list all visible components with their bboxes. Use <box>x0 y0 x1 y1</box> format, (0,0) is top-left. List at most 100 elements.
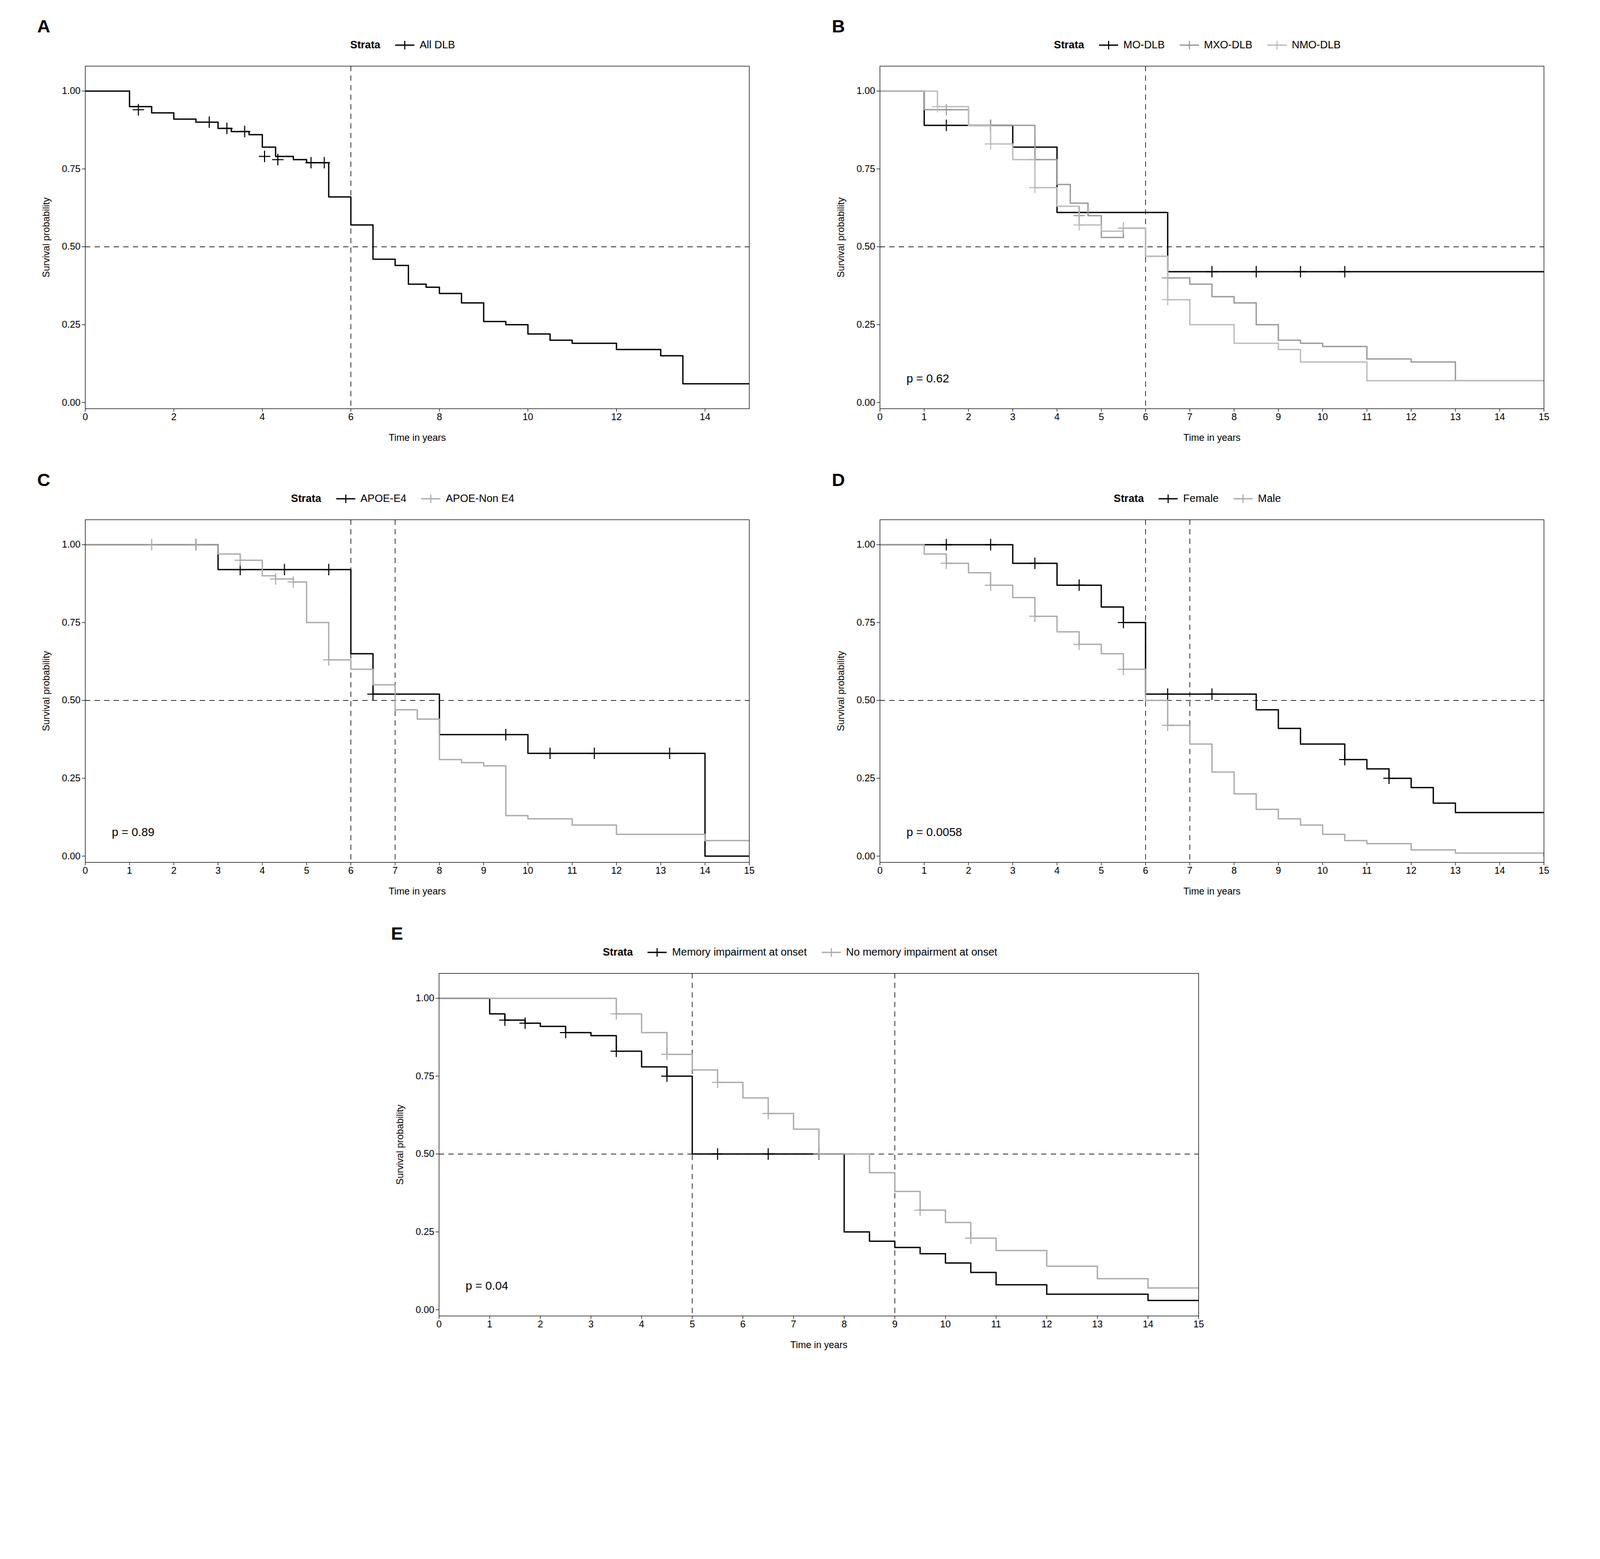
svg-text:1: 1 <box>487 1318 493 1330</box>
svg-text:0.50: 0.50 <box>61 694 81 706</box>
svg-text:14: 14 <box>1494 411 1505 423</box>
svg-text:5: 5 <box>689 1318 695 1330</box>
svg-text:6: 6 <box>347 865 354 876</box>
svg-text:2: 2 <box>537 1318 543 1330</box>
svg-text:0: 0 <box>877 411 883 423</box>
svg-text:6: 6 <box>1142 865 1148 876</box>
svg-text:12: 12 <box>1405 411 1417 423</box>
svg-text:0.50: 0.50 <box>61 241 81 252</box>
svg-text:15: 15 <box>1538 865 1550 876</box>
svg-text:12: 12 <box>610 411 622 423</box>
svg-text:2: 2 <box>965 411 972 423</box>
svg-text:0.50: 0.50 <box>415 1148 434 1160</box>
svg-text:0.75: 0.75 <box>61 617 81 628</box>
svg-text:3: 3 <box>1009 411 1016 423</box>
svg-text:9: 9 <box>891 1318 898 1330</box>
svg-text:Time in years: Time in years <box>388 886 446 897</box>
svg-text:14: 14 <box>699 865 711 876</box>
svg-text:p = 0.0058: p = 0.0058 <box>906 825 963 839</box>
svg-text:0.25: 0.25 <box>61 319 81 330</box>
svg-text:13: 13 <box>1450 411 1461 423</box>
svg-text:6: 6 <box>739 1318 746 1330</box>
svg-text:12: 12 <box>1041 1318 1052 1330</box>
svg-text:5: 5 <box>1098 865 1104 876</box>
svg-text:0.25: 0.25 <box>856 319 875 330</box>
svg-text:0.75: 0.75 <box>856 617 875 628</box>
svg-text:Survival probability: Survival probability <box>40 650 52 731</box>
svg-text:1.00: 1.00 <box>61 539 81 550</box>
svg-text:1.00: 1.00 <box>856 539 875 550</box>
svg-text:3: 3 <box>215 865 221 876</box>
svg-text:6: 6 <box>347 411 354 423</box>
svg-text:8: 8 <box>841 1318 847 1330</box>
svg-text:p = 0.62: p = 0.62 <box>906 371 950 386</box>
svg-text:9: 9 <box>480 865 487 876</box>
svg-text:11: 11 <box>991 1318 1002 1330</box>
svg-text:0.25: 0.25 <box>61 772 81 784</box>
svg-text:1.00: 1.00 <box>415 992 434 1004</box>
svg-text:1: 1 <box>921 865 927 876</box>
svg-text:13: 13 <box>1450 865 1461 876</box>
svg-text:4: 4 <box>1054 865 1060 876</box>
svg-text:10: 10 <box>1317 411 1329 423</box>
svg-text:4: 4 <box>639 1318 645 1330</box>
svg-text:0.75: 0.75 <box>61 163 81 175</box>
svg-text:3: 3 <box>1009 865 1016 876</box>
svg-text:Time in years: Time in years <box>388 432 446 444</box>
svg-text:1: 1 <box>126 865 133 876</box>
svg-text:0: 0 <box>877 865 883 876</box>
svg-text:6: 6 <box>1142 411 1148 423</box>
svg-text:4: 4 <box>1054 411 1060 423</box>
svg-text:Survival probability: Survival probability <box>835 650 847 731</box>
svg-text:10: 10 <box>522 411 534 423</box>
svg-text:0.00: 0.00 <box>61 397 81 408</box>
svg-text:p = 0.89: p = 0.89 <box>112 825 155 839</box>
svg-text:7: 7 <box>1187 411 1193 423</box>
svg-text:1.00: 1.00 <box>856 85 875 97</box>
svg-text:0.75: 0.75 <box>415 1070 434 1082</box>
svg-text:15: 15 <box>1538 411 1550 423</box>
svg-text:14: 14 <box>1142 1318 1154 1330</box>
svg-text:13: 13 <box>655 865 667 876</box>
svg-text:Time in years: Time in years <box>1183 432 1241 444</box>
svg-text:11: 11 <box>1362 865 1373 876</box>
svg-text:0.00: 0.00 <box>61 850 81 862</box>
svg-text:4: 4 <box>259 865 266 876</box>
svg-text:0.50: 0.50 <box>856 241 875 252</box>
svg-text:10: 10 <box>940 1318 951 1330</box>
svg-text:10: 10 <box>1317 865 1329 876</box>
svg-text:15: 15 <box>743 865 755 876</box>
svg-text:0.25: 0.25 <box>856 772 875 784</box>
svg-text:Survival probability: Survival probability <box>40 197 52 278</box>
svg-text:5: 5 <box>1098 411 1104 423</box>
svg-text:1: 1 <box>921 411 927 423</box>
svg-text:12: 12 <box>1405 865 1417 876</box>
svg-text:Time in years: Time in years <box>1183 886 1241 897</box>
svg-text:Time in years: Time in years <box>790 1339 848 1351</box>
svg-text:4: 4 <box>259 411 266 423</box>
svg-text:7: 7 <box>790 1318 797 1330</box>
svg-text:0.25: 0.25 <box>415 1226 434 1238</box>
svg-text:0: 0 <box>82 411 88 423</box>
svg-text:13: 13 <box>1092 1318 1103 1330</box>
svg-text:7: 7 <box>392 865 398 876</box>
svg-text:0.00: 0.00 <box>856 397 875 408</box>
svg-text:8: 8 <box>1231 411 1237 423</box>
svg-text:9: 9 <box>1275 865 1281 876</box>
svg-text:14: 14 <box>699 411 711 423</box>
svg-text:15: 15 <box>1193 1318 1204 1330</box>
svg-text:2: 2 <box>965 865 972 876</box>
svg-text:0: 0 <box>436 1318 442 1330</box>
svg-text:12: 12 <box>610 865 622 876</box>
svg-text:8: 8 <box>1231 865 1237 876</box>
svg-text:2: 2 <box>171 865 177 876</box>
svg-text:11: 11 <box>567 865 578 876</box>
svg-text:14: 14 <box>1494 865 1505 876</box>
svg-text:p = 0.04: p = 0.04 <box>465 1279 509 1293</box>
svg-text:1.00: 1.00 <box>61 85 81 97</box>
svg-text:0.00: 0.00 <box>856 850 875 862</box>
svg-text:10: 10 <box>522 865 534 876</box>
svg-text:8: 8 <box>436 865 442 876</box>
svg-text:0: 0 <box>82 865 88 876</box>
svg-text:0.00: 0.00 <box>415 1304 434 1316</box>
